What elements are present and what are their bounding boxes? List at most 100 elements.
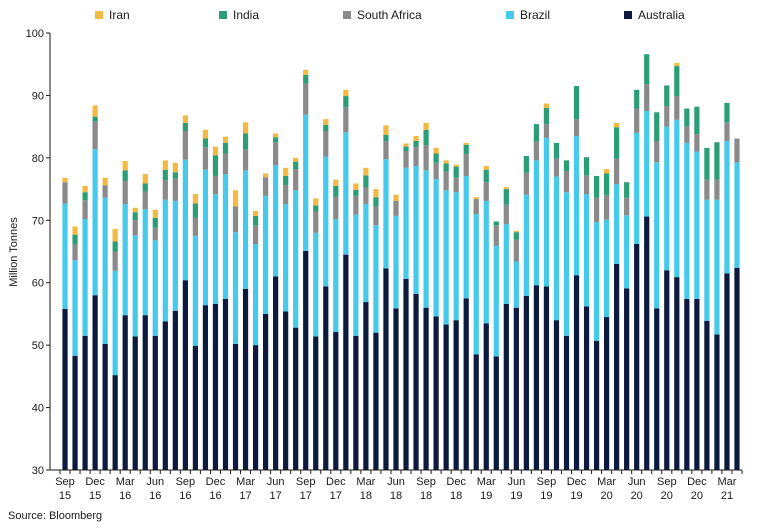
x-tick-label-month: Sep — [176, 476, 196, 488]
bar-segment-iran — [423, 122, 429, 130]
bar-segment-brazil — [714, 199, 720, 335]
legend-label-iran: Iran — [109, 8, 130, 22]
bar-segment-india — [674, 66, 680, 97]
x-tick-label-year: 20 — [631, 490, 643, 502]
x-tick-label-year: 21 — [721, 490, 733, 502]
bar-segment-australia — [323, 286, 329, 470]
bar-segment-australia — [152, 335, 158, 470]
bar-segment-india — [122, 170, 128, 181]
bar-segment-south-africa — [543, 124, 550, 138]
bar-segment-australia — [493, 356, 499, 470]
bar-segment-brazil — [463, 175, 469, 299]
bar-segment-australia — [72, 355, 78, 470]
bar-segment-australia — [553, 320, 560, 470]
bar-layer — [62, 54, 740, 470]
bar-segment-brazil — [604, 219, 610, 318]
x-tick-label-month: Jun — [628, 476, 646, 488]
x-tick-label-year: 19 — [540, 490, 552, 502]
bar-segment-iran — [403, 143, 409, 147]
bar-segment-iran — [72, 226, 78, 235]
x-tick-label-month: Jun — [146, 476, 164, 488]
bar-segment-india — [503, 189, 509, 205]
bar-segment-india — [82, 192, 88, 201]
x-tick-label-year: 16 — [179, 490, 191, 502]
x-tick-label-year: 17 — [239, 490, 251, 502]
bar-segment-brazil — [553, 176, 560, 321]
bar-segment-iran — [463, 142, 469, 145]
bar-segment-south-africa — [634, 108, 640, 133]
bar-segment-australia — [583, 306, 590, 470]
bar-segment-brazil — [82, 219, 88, 336]
bar-segment-brazil — [413, 165, 419, 294]
x-axis-ticks: Sep 15 Dec 15 Mar 16 Jun 16 Sep 16 Dec 16 Mar 17 Jun 17… — [55, 470, 743, 502]
bar-segment-australia — [373, 332, 379, 470]
bar-segment-india — [222, 142, 229, 154]
bar-segment-south-africa — [403, 150, 409, 168]
x-tick-label-month: Sep — [296, 476, 316, 488]
bar-segment-south-africa — [122, 180, 128, 205]
bar-segment-australia — [624, 288, 630, 470]
bar-segment-brazil — [634, 132, 640, 245]
bar-segment-south-africa — [353, 195, 359, 215]
bar-segment-brazil — [583, 194, 590, 307]
bar-segment-brazil — [403, 167, 409, 279]
bar-segment-brazil — [433, 179, 439, 317]
x-tick-label-month: Jun — [387, 476, 405, 488]
bar-segment-brazil — [724, 141, 730, 274]
bar-segment-south-africa — [62, 182, 68, 204]
bar-segment-india — [242, 133, 249, 150]
y-tick-label: 60 — [32, 278, 44, 290]
bar-segment-south-africa — [283, 185, 289, 205]
bar-segment-australia — [664, 270, 670, 470]
bar-segment-south-africa — [483, 182, 489, 201]
bar-segment-australia — [363, 302, 369, 470]
bar-segment-south-africa — [463, 154, 469, 176]
bar-segment-brazil — [323, 156, 329, 287]
bar-segment-india — [493, 221, 499, 226]
bar-segment-australia — [453, 320, 459, 470]
bar-segment-australia — [684, 298, 690, 470]
bar-segment-brazil — [363, 204, 369, 303]
bar-segment-iran — [383, 125, 389, 135]
bar-segment-south-africa — [423, 145, 429, 171]
x-tick-label-month: Mar — [477, 476, 496, 488]
x-tick-label-month: Dec — [206, 476, 226, 488]
bar-segment-south-africa — [644, 84, 650, 112]
bar-segment-india — [303, 74, 309, 84]
bar-segment-australia — [433, 316, 439, 470]
bar-segment-brazil — [273, 165, 279, 277]
bar-segment-india — [152, 217, 158, 228]
x-tick-label-month: Mar — [597, 476, 616, 488]
bar-segment-south-africa — [303, 83, 309, 115]
bar-segment-south-africa — [523, 172, 529, 195]
bar-segment-south-africa — [724, 122, 730, 141]
x-tick-label-month: Mar — [717, 476, 736, 488]
bar-segment-iran — [122, 160, 128, 171]
bar-segment-brazil — [283, 204, 289, 312]
x-tick-label-month: Dec — [687, 476, 707, 488]
bar-segment-iran — [212, 146, 219, 156]
legend-item-iran: Iran — [95, 8, 219, 22]
bar-segment-south-africa — [313, 211, 319, 233]
x-tick-label-year: 18 — [420, 490, 432, 502]
bar-segment-iran — [483, 165, 489, 170]
x-tick-label-month: Mar — [356, 476, 375, 488]
bar-segment-south-africa — [443, 171, 449, 191]
x-tick-label-year: 17 — [330, 490, 342, 502]
bar-segment-iran — [62, 177, 68, 183]
bar-segment-brazil — [614, 184, 620, 264]
bar-segment-south-africa — [513, 239, 519, 262]
bar-segment-brazil — [242, 170, 249, 289]
bar-segment-south-africa — [604, 195, 610, 220]
bar-segment-india — [573, 86, 580, 120]
x-tick-label-year: 17 — [270, 490, 282, 502]
bar-segment-south-africa — [593, 197, 600, 223]
bar-segment-iran — [293, 157, 299, 162]
bar-segment-australia — [343, 254, 349, 470]
bar-segment-iran — [222, 136, 229, 143]
bar-segment-south-africa — [363, 187, 369, 205]
bar-segment-brazil — [674, 119, 680, 278]
bar-segment-australia — [232, 343, 239, 470]
bar-segment-india — [513, 232, 519, 240]
bar-segment-south-africa — [694, 134, 700, 152]
